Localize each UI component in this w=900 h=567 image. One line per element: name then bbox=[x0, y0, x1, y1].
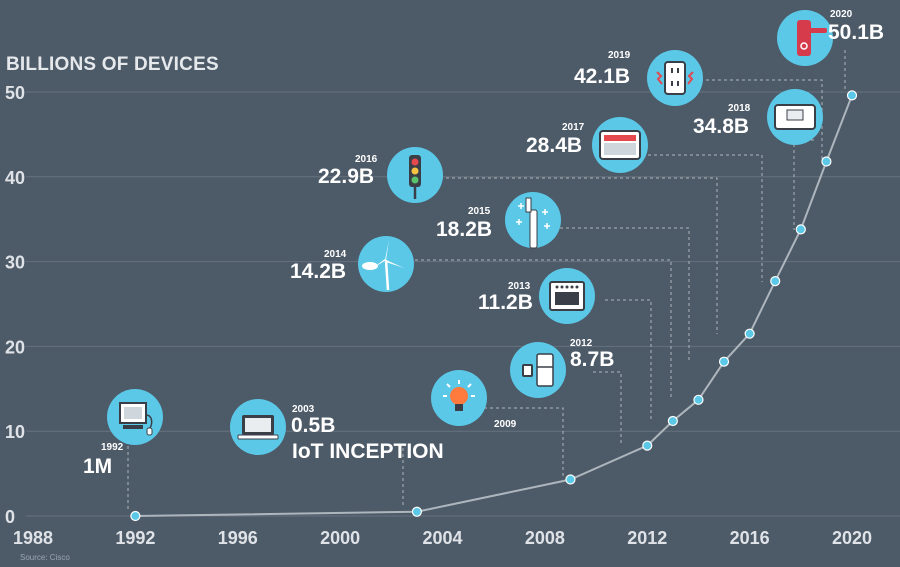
value-label: 22.9B bbox=[318, 165, 374, 188]
smartwatch-fridge-icon bbox=[510, 342, 566, 398]
leader-line bbox=[605, 299, 652, 422]
leader-line bbox=[560, 227, 690, 362]
data-point bbox=[795, 224, 806, 235]
year-label: 2016 bbox=[355, 154, 378, 165]
smart-lock-icon bbox=[777, 10, 833, 66]
laptop-icon bbox=[230, 399, 286, 455]
x-tick-label: 1992 bbox=[115, 528, 155, 548]
y-tick-label: 30 bbox=[5, 253, 25, 273]
toothbrush-icon bbox=[505, 192, 561, 249]
leader-line bbox=[593, 371, 622, 446]
year-label: 2003 bbox=[292, 404, 315, 415]
data-point bbox=[565, 474, 576, 485]
value-label: 1M bbox=[83, 455, 112, 478]
year-label: 2020 bbox=[830, 9, 853, 20]
year-label: 2017 bbox=[562, 122, 585, 133]
year-label: 2018 bbox=[728, 103, 751, 114]
y-tick-label: 40 bbox=[5, 168, 25, 188]
leader-line bbox=[415, 259, 672, 400]
source-note: Source: Cisco bbox=[20, 553, 70, 562]
x-tick-label: 2016 bbox=[730, 528, 770, 548]
data-point bbox=[411, 506, 423, 517]
data-point bbox=[693, 394, 704, 405]
y-tick-label: 0 bbox=[5, 507, 15, 527]
value-label: 28.4B bbox=[526, 134, 582, 157]
data-point bbox=[642, 440, 653, 451]
value-label: 18.2B bbox=[436, 218, 492, 241]
wind-turbine-icon bbox=[358, 236, 414, 292]
lightbulb-icon bbox=[431, 370, 487, 426]
data-point bbox=[770, 276, 781, 287]
computer-icon bbox=[107, 389, 163, 445]
value-label: 42.1B bbox=[574, 65, 630, 88]
milestone-label: IoT INCEPTION bbox=[292, 440, 444, 463]
value-label: 34.8B bbox=[693, 115, 749, 138]
y-axis-label: BILLIONS OF DEVICES bbox=[6, 54, 219, 75]
value-label: 8.7B bbox=[570, 348, 614, 371]
leader-line bbox=[484, 407, 564, 478]
data-point bbox=[130, 510, 141, 522]
x-tick-label: 2012 bbox=[627, 528, 667, 548]
x-tick-label: 2020 bbox=[832, 528, 872, 548]
leader-line bbox=[793, 139, 814, 230]
value-label: 50.1B bbox=[828, 21, 884, 44]
x-tick-label: 1988 bbox=[13, 528, 53, 548]
x-tick-label: 2004 bbox=[422, 528, 462, 548]
oven-icon bbox=[539, 268, 595, 324]
year-label: 2019 bbox=[608, 50, 631, 61]
value-label: 0.5B bbox=[291, 414, 335, 437]
year-label: 2012 bbox=[570, 338, 593, 349]
traffic-light-icon bbox=[387, 147, 443, 203]
leader-line bbox=[700, 79, 823, 162]
year-label: 2009 bbox=[494, 419, 517, 430]
y-tick-label: 10 bbox=[5, 422, 25, 442]
data-point bbox=[718, 356, 730, 367]
thermostat-icon bbox=[767, 89, 823, 145]
leader-line bbox=[648, 154, 763, 282]
year-label: 2013 bbox=[508, 281, 531, 292]
data-point bbox=[667, 415, 678, 427]
leader-line bbox=[440, 177, 718, 334]
x-tick-label: 1996 bbox=[218, 528, 258, 548]
value-label: 11.2B bbox=[478, 291, 533, 314]
year-label: 2014 bbox=[324, 249, 347, 260]
tablet-icon bbox=[592, 117, 648, 173]
x-tick-label: 2000 bbox=[320, 528, 360, 548]
year-label: 2015 bbox=[468, 206, 491, 217]
y-tick-label: 50 bbox=[5, 83, 25, 103]
year-label: 1992 bbox=[101, 442, 124, 453]
value-label: 14.2B bbox=[290, 260, 346, 283]
data-point bbox=[846, 90, 858, 101]
x-tick-label: 2008 bbox=[525, 528, 565, 548]
data-point bbox=[744, 328, 755, 339]
growth-line bbox=[135, 95, 853, 517]
data-point bbox=[821, 156, 832, 167]
y-tick-label: 20 bbox=[5, 337, 25, 357]
smart-outlet-icon bbox=[647, 50, 703, 106]
